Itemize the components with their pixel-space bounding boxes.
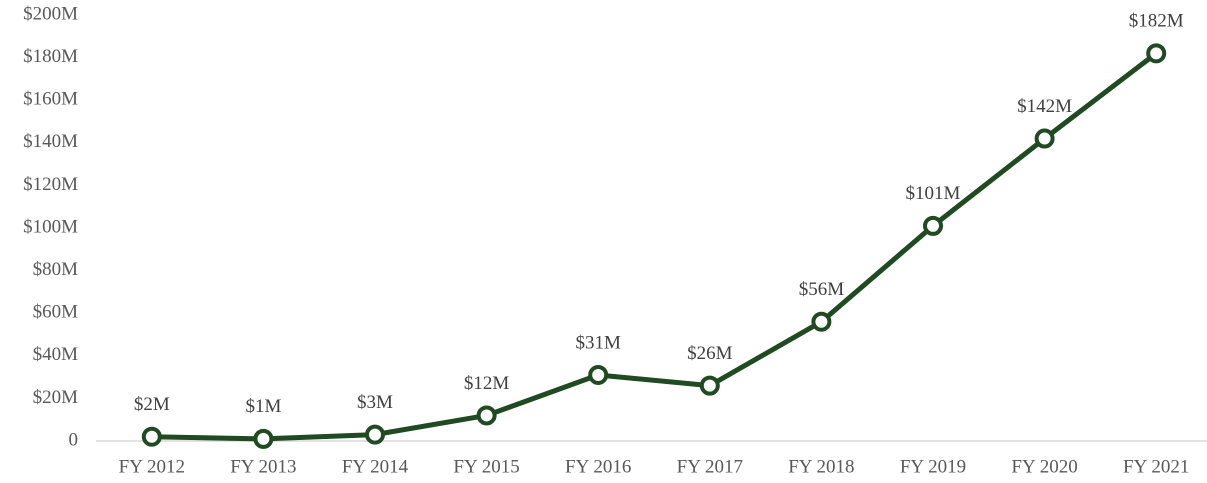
data-label: $2M <box>134 394 170 415</box>
x-tick-label: FY 2018 <box>788 456 854 477</box>
y-tick-label: $100M <box>23 216 78 237</box>
point <box>923 215 943 236</box>
point <box>699 375 720 396</box>
y-tick-label: $120M <box>23 174 78 195</box>
data-label: $12M <box>464 373 510 394</box>
y-tick-label: $140M <box>23 131 78 152</box>
point <box>1034 128 1055 149</box>
x-tick-label: FY 2019 <box>900 456 966 477</box>
y-tick-label: $200M <box>23 3 78 24</box>
data-label: $1M <box>245 396 281 417</box>
x-tick-label: FY 2015 <box>453 456 519 477</box>
line <box>151 51 1158 442</box>
x-tick-label: FY 2021 <box>1123 456 1189 477</box>
x-tick-label: FY 2012 <box>119 456 185 477</box>
point <box>588 364 609 385</box>
data-label: $142M <box>1017 96 1072 117</box>
point <box>476 405 497 426</box>
y-tick-label: 0 <box>69 429 79 450</box>
data-label: $31M <box>575 332 621 353</box>
point <box>365 424 385 445</box>
y-tick-label: $60M <box>33 302 79 323</box>
x-tick-label: FY 2017 <box>677 456 743 477</box>
point <box>1146 43 1167 64</box>
point <box>811 311 832 332</box>
point <box>253 428 274 449</box>
x-tick-label: FY 2013 <box>230 456 296 477</box>
data-label: $101M <box>906 183 961 204</box>
y-tick-label: $180M <box>23 46 78 67</box>
data-label: $56M <box>799 279 845 300</box>
data-label: $3M <box>357 392 393 413</box>
x-tick-label: FY 2016 <box>565 456 631 477</box>
data-label: $182M <box>1129 11 1184 32</box>
point <box>141 426 162 447</box>
x-tick-label: FY 2020 <box>1011 456 1077 477</box>
y-tick-label: $40M <box>33 344 79 365</box>
data-label: $26M <box>687 343 733 364</box>
x-tick-label: FY 2014 <box>342 456 409 477</box>
y-tick-label: $160M <box>23 89 78 110</box>
y-tick-label: $80M <box>33 259 79 280</box>
y-tick-label: $20M <box>33 387 79 408</box>
